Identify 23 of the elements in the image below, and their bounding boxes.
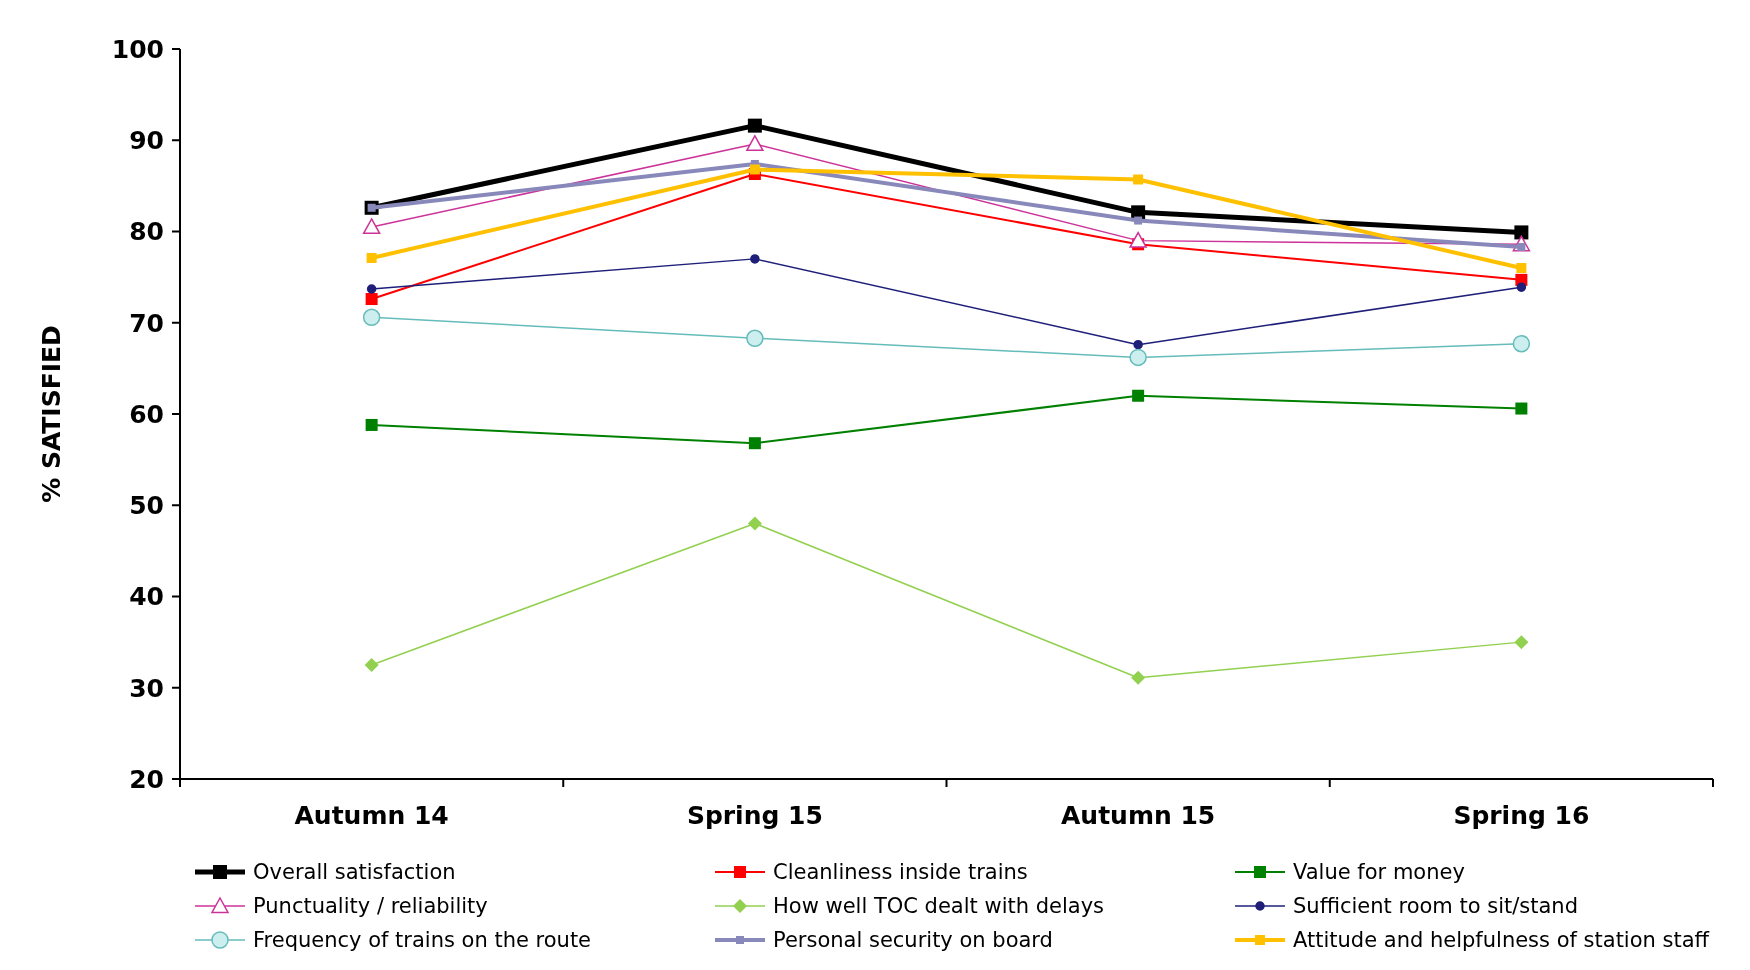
legend-label: Cleanliness inside trains	[773, 860, 1028, 885]
x-tick-label: Autumn 15	[1061, 801, 1216, 830]
legend-label: Sufficient room to sit/stand	[1293, 894, 1578, 919]
x-tick-label: Spring 15	[686, 801, 823, 830]
y-tick-label: 80	[129, 217, 164, 247]
y-tick-label: 50	[129, 491, 164, 520]
legend-label: Frequency of trains on the route	[253, 928, 592, 953]
legend-label: Value for money	[1293, 860, 1465, 885]
y-tick-label: 70	[129, 308, 164, 338]
y-tick-label: 20	[129, 764, 164, 794]
y-tick-label: 60	[129, 399, 164, 429]
legend-label: Punctuality / reliability	[253, 894, 488, 919]
y-axis-title: % SATISFIED	[37, 325, 66, 503]
legend-label: Personal security on board	[773, 928, 1053, 953]
legend-label: Overall satisfaction	[253, 860, 456, 885]
y-tick-label: 90	[129, 126, 164, 155]
x-tick-label: Spring 16	[1453, 801, 1590, 830]
y-tick-label: 30	[129, 673, 164, 703]
legend-label: Attitude and helpfulness of station staff	[1293, 928, 1710, 953]
y-tick-label: 100	[111, 34, 164, 64]
x-tick-label: Autumn 14	[294, 801, 449, 830]
legend-label: How well TOC dealt with delays	[773, 894, 1105, 919]
y-tick-label: 40	[129, 582, 164, 612]
